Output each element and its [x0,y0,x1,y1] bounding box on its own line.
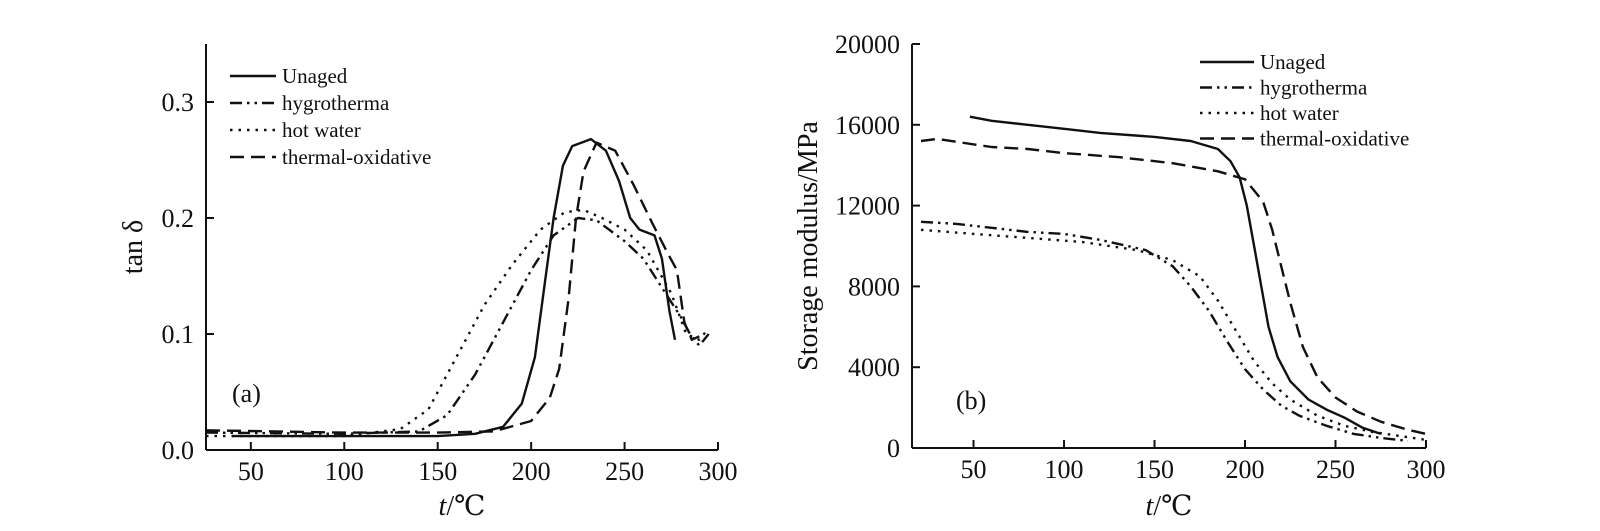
x-tick-label: 100 [325,457,364,486]
y-axis-label: tan δ [118,220,149,274]
y-tick-label: 0.2 [162,204,195,233]
x-tick-label: 300 [699,457,738,486]
x-tick-label: 50 [238,457,264,486]
y-tick-label: 16000 [835,111,900,140]
x-axis-label-unit: /℃ [1153,491,1192,522]
legend-label: hot water [1260,101,1339,125]
x-tick-label: 150 [1135,455,1174,484]
y-tick-label: 8000 [848,272,900,301]
x-tick-label: 250 [1316,455,1355,484]
series-line-thermal-oxidative [920,137,1427,436]
x-tick-label: 150 [418,457,457,486]
y-tick-label: 0 [887,434,900,463]
x-tick-label: 200 [1226,455,1265,484]
y-tick-label: 0.0 [162,436,195,465]
x-tick-label: 250 [605,457,644,486]
chart-panel-a: 50 100 150 200 250 300 0.0 0.1 0.2 0.3 t/℃ tan δ Una… [118,44,738,522]
legend-label: thermal-oxidative [1260,127,1409,151]
x-axis-label-symbol: t [1146,491,1155,522]
chart-panel-b: 50 100 150 200 250 300 0 4000 8000 12000 16000 2000… [793,30,1446,522]
y-tick-label: 4000 [848,353,900,382]
legend-label: Unaged [1260,50,1326,74]
x-axis-label-symbol: t [439,491,448,522]
legend-label: thermal-oxidative [282,145,431,169]
series-line-hot water [206,208,710,438]
x-tick-label: 50 [961,455,987,484]
legend-label: Unaged [282,64,348,88]
legend-label: hygrotherma [1260,76,1368,100]
legend-label: hygrotherma [282,91,390,115]
series-line-hygrotherma [205,216,710,435]
x-axis-label: t/℃ [439,491,486,522]
legend-label: hot water [282,118,361,142]
x-axis-label-unit: /℃ [446,491,485,522]
series-line-hygrotherma [920,220,1409,443]
series-line-hot water [920,228,1427,442]
y-tick-label: 0.3 [162,88,195,117]
y-tick-label: 0.1 [162,320,195,349]
series-line-Unaged [232,137,677,438]
panel-label: (a) [232,379,261,408]
y-tick-label: 12000 [835,192,900,221]
panel-label: (b) [956,386,986,415]
y-axis-label: Storage modulus/MPa [793,121,824,371]
series-line-Unaged [969,115,1382,436]
series-line-thermal-oxidative [205,141,700,434]
x-tick-label: 100 [1045,455,1084,484]
x-tick-label: 300 [1407,455,1446,484]
x-tick-label: 200 [512,457,551,486]
y-tick-label: 20000 [835,30,900,59]
x-axis-label: t/℃ [1146,491,1193,522]
